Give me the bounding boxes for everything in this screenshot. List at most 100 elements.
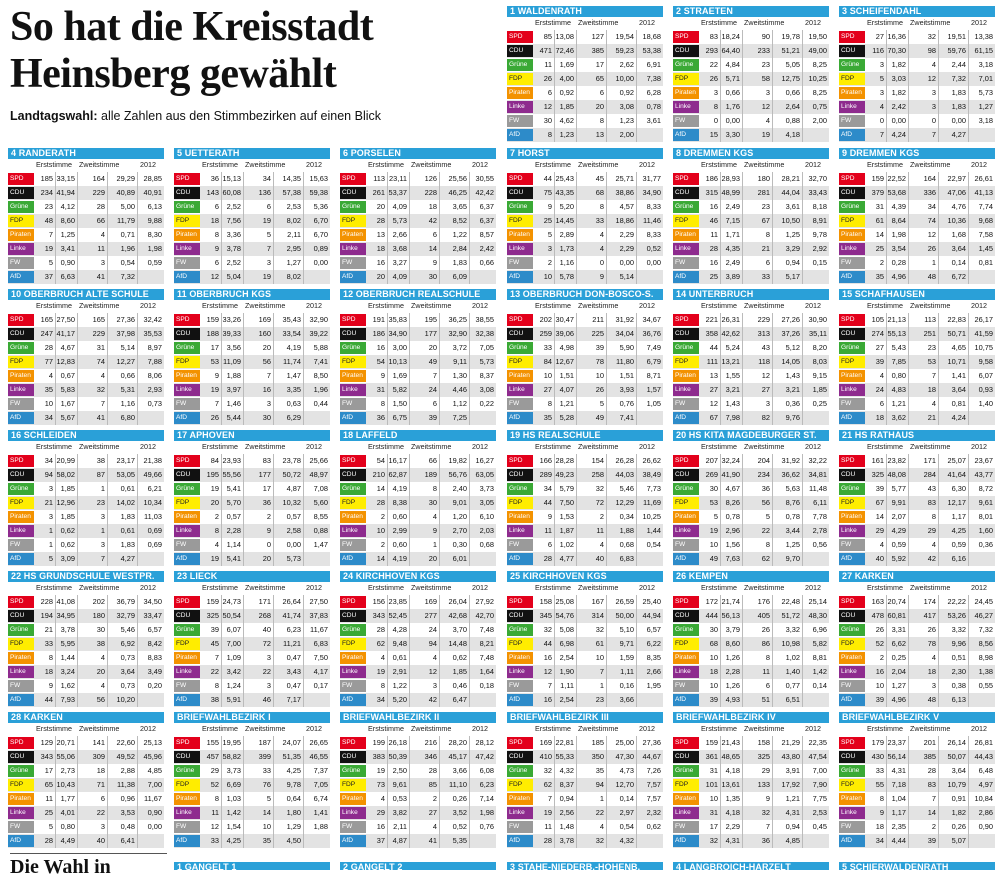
party-label: SPD [8,455,34,467]
party-row: Linke 1 0,62 1 0,61 0,69 [8,524,164,538]
vote-cell: 33,47 [143,611,163,620]
vote-cell: 36,79 [108,595,138,609]
vote-cell: 3,09 [56,552,78,566]
vote-cell: 45,96 [143,752,163,761]
vote-cell [304,270,330,284]
vote-cell: 37 [366,834,388,848]
vote-cell: 4 [577,538,607,552]
vote-cell: 29 [865,524,887,538]
vote-cell: 7,32 [978,625,993,634]
vote-cell: 52 [865,637,887,651]
vote-cell: 12 [533,665,555,679]
party-label: Piraten [839,370,865,382]
party-label: Linke [673,807,699,819]
column-header: Zweitstimme [910,18,951,27]
vote-cell: 3,29 [773,242,803,256]
vote-cell: 8,97 [147,343,162,352]
party-label: CDU [839,328,865,340]
vote-cell: 6,08 [479,766,494,775]
column-header: Zweitstimme [411,442,452,451]
vote-cell: 10,36 [939,214,969,228]
vote-cell: 26,14 [939,736,969,750]
vote-cell: 0,94 [773,256,803,270]
party-row: FW 30 4,62 8 1,23 3,61 [507,114,663,128]
party-label: FW [839,115,865,127]
vote-cell: 4 [78,369,108,383]
party-label: AfD [673,835,699,847]
vote-cell: 0,52 [646,244,661,253]
party-row: AfD 12 5,04 19 8,02 [174,270,330,284]
vote-cell: 1,88 [313,822,328,831]
vote-cell: 4,18 [721,806,743,820]
party-row: Linke 19 2,56 22 2,97 2,32 [507,806,663,820]
vote-cell: 5,43 [887,341,909,355]
vote-cell: 5,90 [607,341,637,355]
vote-cell: 3,54 [887,242,909,256]
column-headers: Erststimme Zweitstimme 2012 [8,441,164,452]
vote-cell: 3,64 [939,242,969,256]
party-label: FW [507,257,533,269]
vote-cell: 45 [577,172,607,186]
vote-cell: 0,00 [313,258,328,267]
column-header: Erststimme [867,442,903,451]
vote-cell: 1 [78,524,108,538]
vote-cell: 21 [743,242,773,256]
vote-cell: 343 [34,750,56,764]
party-label: Linke [673,525,699,537]
vote-cell: 3 [78,538,108,552]
party-label: Linke [8,666,34,678]
vote-cell: 8,01 [978,512,993,521]
party-label: Grüne [340,201,366,213]
party-row: Grüne 33 4,31 28 3,64 6,48 [839,764,995,778]
vote-cell: 1,85 [56,510,78,524]
vote-cell: 35,83 [388,313,410,327]
vote-cell: 27,50 [309,597,329,606]
vote-cell: 345 [533,609,555,623]
vote-cell: 33 [244,764,274,778]
vote-cell: 4,00 [555,72,577,86]
vote-cell: 27,92 [475,597,495,606]
vote-cell: 30 [533,114,555,128]
vote-cell: 1,46 [222,397,244,411]
party-row: Grüne 26 3,31 26 3,32 7,32 [839,623,995,637]
party-row: Linke 25 3,54 26 3,64 1,45 [839,242,995,256]
party-row: Grüne 19 2,50 28 3,66 6,08 [340,764,496,778]
vote-cell: 55,13 [887,327,909,341]
vote-cell: 210 [366,468,388,482]
vote-cell: 111 [699,355,721,369]
vote-cell: 36,76 [642,329,662,338]
party-label: Grüne [340,624,366,636]
vote-cell: 26 [200,411,222,425]
vote-cell: 29 [743,764,773,778]
vote-cell [803,552,829,566]
district-card: 3 SCHEIFENDAHL Erststimme Zweitstimme 2012 S… [839,6,995,142]
vote-cell: 8,37 [555,778,577,792]
vote-cell [138,552,164,566]
vote-cell: 1,26 [721,679,743,693]
vote-cell: 172 [699,595,721,609]
vote-cell: 174 [909,595,939,609]
vote-cell: 156 [366,595,388,609]
party-row: Linke 16 2,04 18 2,30 1,38 [839,665,995,679]
vote-cell: 4,62 [555,114,577,128]
vote-cell: 2,32 [646,808,661,817]
vote-cell: 201 [909,736,939,750]
column-header: Erststimme [368,301,404,310]
vote-cell: 83 [699,30,721,44]
party-label: Piraten [340,229,366,241]
district-card: 20 HS KITA MAGDEBURGER ST. Erststimme Zwei… [673,430,829,566]
party-row: SPD 172 21,74 176 22,48 25,14 [673,595,829,609]
vote-cell: 60,08 [222,186,244,200]
vote-cell: 9,01 [440,496,470,510]
vote-cell: 4,17 [313,667,328,676]
party-row: Piraten 14 2,07 8 1,17 8,01 [839,510,995,524]
vote-cell: 30,90 [808,315,828,324]
column-header: 2012 [472,301,488,310]
party-row: Piraten 3 1,85 3 1,83 11,03 [8,510,164,524]
column-headers: Erststimme Zweitstimme 2012 [673,159,829,170]
vote-cell: 7 [909,792,939,806]
vote-cell: 5,07 [939,834,969,848]
vote-cell: 2,54 [555,651,577,665]
vote-cell: 3,18 [978,60,993,69]
vote-cell: 55,33 [555,750,577,764]
